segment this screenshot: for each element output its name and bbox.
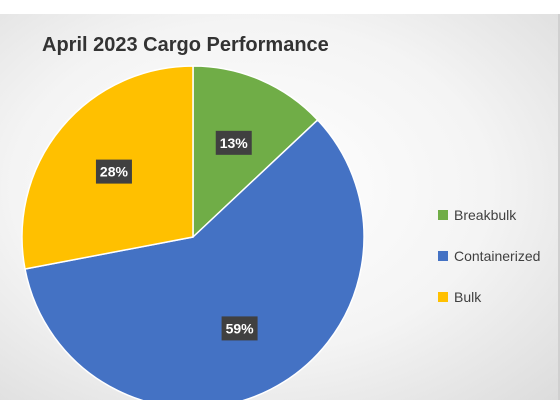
- legend-swatch: [438, 292, 448, 302]
- data-label-breakbulk: 13%: [215, 130, 252, 155]
- pie-slice-containerized: [24, 118, 365, 400]
- legend-label: Breakbulk: [454, 207, 517, 223]
- pie-slice-breakbulk: [192, 65, 319, 239]
- legend-item-containerized: Containerized: [438, 246, 540, 266]
- legend-label: Bulk: [454, 289, 482, 305]
- legend-swatch: [438, 210, 448, 220]
- legend-label: Containerized: [454, 248, 541, 264]
- legend-item-breakbulk: Breakbulk: [438, 205, 540, 225]
- data-label-containerized: 59%: [221, 316, 258, 341]
- data-labels: 13% 59% 28%: [95, 130, 258, 341]
- data-label-box: [221, 316, 258, 341]
- data-label-text: 59%: [226, 320, 255, 336]
- data-label-box: [215, 130, 252, 155]
- legend: Breakbulk Containerized Bulk: [438, 205, 540, 328]
- data-label-text: 13%: [220, 135, 249, 151]
- legend-swatch: [438, 251, 448, 261]
- data-label-text: 28%: [100, 164, 129, 180]
- data-label-bulk: 28%: [95, 159, 132, 184]
- legend-item-bulk: Bulk: [438, 287, 540, 307]
- chart-title: April 2023 Cargo Performance: [42, 34, 329, 56]
- data-label-box: [95, 159, 132, 184]
